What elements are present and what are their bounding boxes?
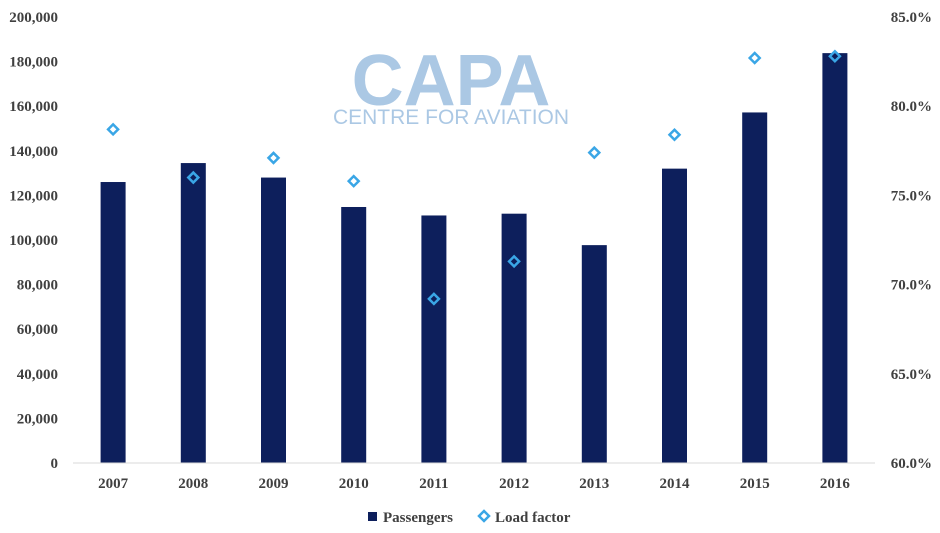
marker-load-factor (427, 292, 441, 306)
marker-series (106, 49, 842, 306)
capa-watermark: CAPA CENTRE FOR AVIATION (333, 41, 569, 129)
x-axis-tick-label: 2015 (740, 476, 770, 492)
x-axis-tick-label: 2010 (339, 476, 369, 492)
bar-passengers (501, 213, 527, 463)
left-axis-tick-label: 140,000 (9, 144, 58, 160)
x-axis-tick-label: 2013 (579, 476, 609, 492)
right-axis-tick-label: 80.0% (891, 99, 932, 115)
marker-load-factor (266, 151, 281, 165)
left-axis-tick-label: 200,000 (9, 10, 58, 26)
marker-load-factor (106, 122, 120, 137)
marker-load-factor (667, 127, 682, 142)
x-axis-tick-label: 2009 (259, 476, 289, 492)
left-axis-tick-label: 60,000 (17, 322, 58, 338)
right-axis-tick-label: 75.0% (891, 188, 932, 204)
bar-passengers (261, 177, 286, 463)
right-axis-tick-label: 65.0% (891, 367, 932, 383)
marker-load-factor (507, 254, 521, 269)
right-axis: 60.0% 65.0% 70.0% 75.0% 80.0% 85.0% (891, 10, 932, 472)
right-axis-tick-label: 85.0% (891, 10, 932, 26)
left-axis-tick-label: 20,000 (17, 411, 58, 427)
bar-passengers (421, 215, 447, 463)
bar-passengers (822, 53, 848, 463)
watermark-subtitle: CENTRE FOR AVIATION (333, 106, 569, 129)
bar-passengers (341, 206, 367, 463)
marker-load-factor (747, 51, 762, 65)
bar-passengers (100, 182, 126, 463)
marker-load-factor (587, 145, 602, 160)
x-axis: 2007 2008 2009 2010 2011 2012 2013 2014 2015 2016 (98, 476, 850, 492)
x-axis-tick-label: 2014 (660, 476, 691, 492)
watermark-brand: CAPA (352, 41, 551, 121)
marker-load-factor (346, 174, 361, 188)
marker-load-factor (186, 170, 201, 185)
left-axis: 0 20,000 40,000 60,000 80,000 100,000 120,000 1… (9, 10, 58, 472)
left-axis-tick-label: 40,000 (17, 367, 58, 383)
legend: Passengers Load factor (368, 509, 571, 526)
legend-swatch-passengers (368, 512, 377, 521)
legend-marker-load-factor (477, 509, 491, 523)
right-axis-tick-label: 60.0% (891, 456, 932, 472)
x-axis-tick-label: 2008 (178, 476, 208, 492)
left-axis-tick-label: 120,000 (9, 188, 58, 204)
left-axis-tick-label: 160,000 (9, 99, 58, 115)
bar-passengers (662, 168, 687, 463)
bar-passengers (581, 245, 607, 463)
bar-series (100, 53, 848, 463)
left-axis-tick-label: 0 (51, 456, 59, 472)
right-axis-tick-label: 70.0% (891, 278, 932, 294)
left-axis-tick-label: 180,000 (9, 55, 58, 71)
left-axis-tick-label: 100,000 (9, 233, 58, 249)
left-axis-tick-label: 80,000 (17, 278, 58, 294)
x-axis-tick-label: 2011 (419, 476, 448, 492)
x-axis-tick-label: 2016 (820, 476, 851, 492)
legend-label-load-factor: Load factor (495, 510, 571, 526)
bar-passengers (180, 163, 206, 463)
marker-load-factor (828, 49, 842, 64)
x-axis-tick-label: 2007 (98, 476, 129, 492)
legend-label-passengers: Passengers (383, 510, 453, 526)
bar-passengers (742, 112, 768, 463)
x-axis-tick-label: 2012 (499, 476, 529, 492)
